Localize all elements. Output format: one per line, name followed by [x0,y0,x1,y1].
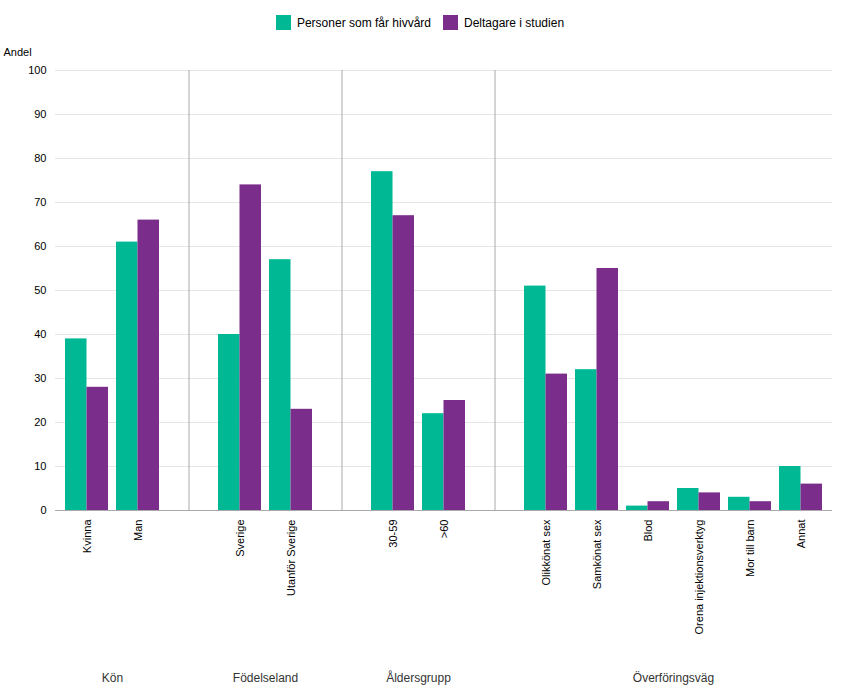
svg-text:Andel: Andel [4,46,32,58]
svg-text:Blod: Blod [642,520,654,542]
svg-text:Födelseland: Födelseland [233,671,298,685]
svg-text:Kvinna: Kvinna [81,519,93,554]
svg-text:100: 100 [28,64,46,76]
html-text:Deltagare i studien: Deltagare i studien [464,15,565,30]
svg-text:10: 10 [34,460,46,472]
svg-text:30: 30 [34,372,46,384]
svg-text:60: 60 [34,240,46,252]
svg-text:Utanför Sverige: Utanför Sverige [285,520,297,596]
svg-text:Åldersgrupp: Åldersgrupp [386,670,451,685]
svg-text:Mor till barn: Mor till barn [744,520,756,577]
svg-text:30-59: 30-59 [387,520,399,548]
svg-text:Orena injektionsverktyg: Orena injektionsverktyg [693,520,705,635]
svg-text:>60: >60 [438,520,450,539]
svg-text:0: 0 [40,504,46,516]
svg-text:70: 70 [34,196,46,208]
svg-text:50: 50 [34,284,46,296]
svg-text:Överföringsväg: Överföringsväg [633,671,714,685]
html-text:Personer som får hivvård: Personer som får hivvård [296,15,431,30]
svg-text:Kön: Kön [102,671,123,685]
svg-text:Samkönat sex: Samkönat sex [591,519,603,589]
svg-text:40: 40 [34,328,46,340]
svg-text:20: 20 [34,416,46,428]
svg-text:80: 80 [34,152,46,164]
svg-text:90: 90 [34,108,46,120]
svg-text:Olikkönat sex: Olikkönat sex [540,519,552,586]
svg-text:Man: Man [132,520,144,541]
svg-text:Sverige: Sverige [234,520,246,557]
svg-text:Annat: Annat [795,520,807,549]
